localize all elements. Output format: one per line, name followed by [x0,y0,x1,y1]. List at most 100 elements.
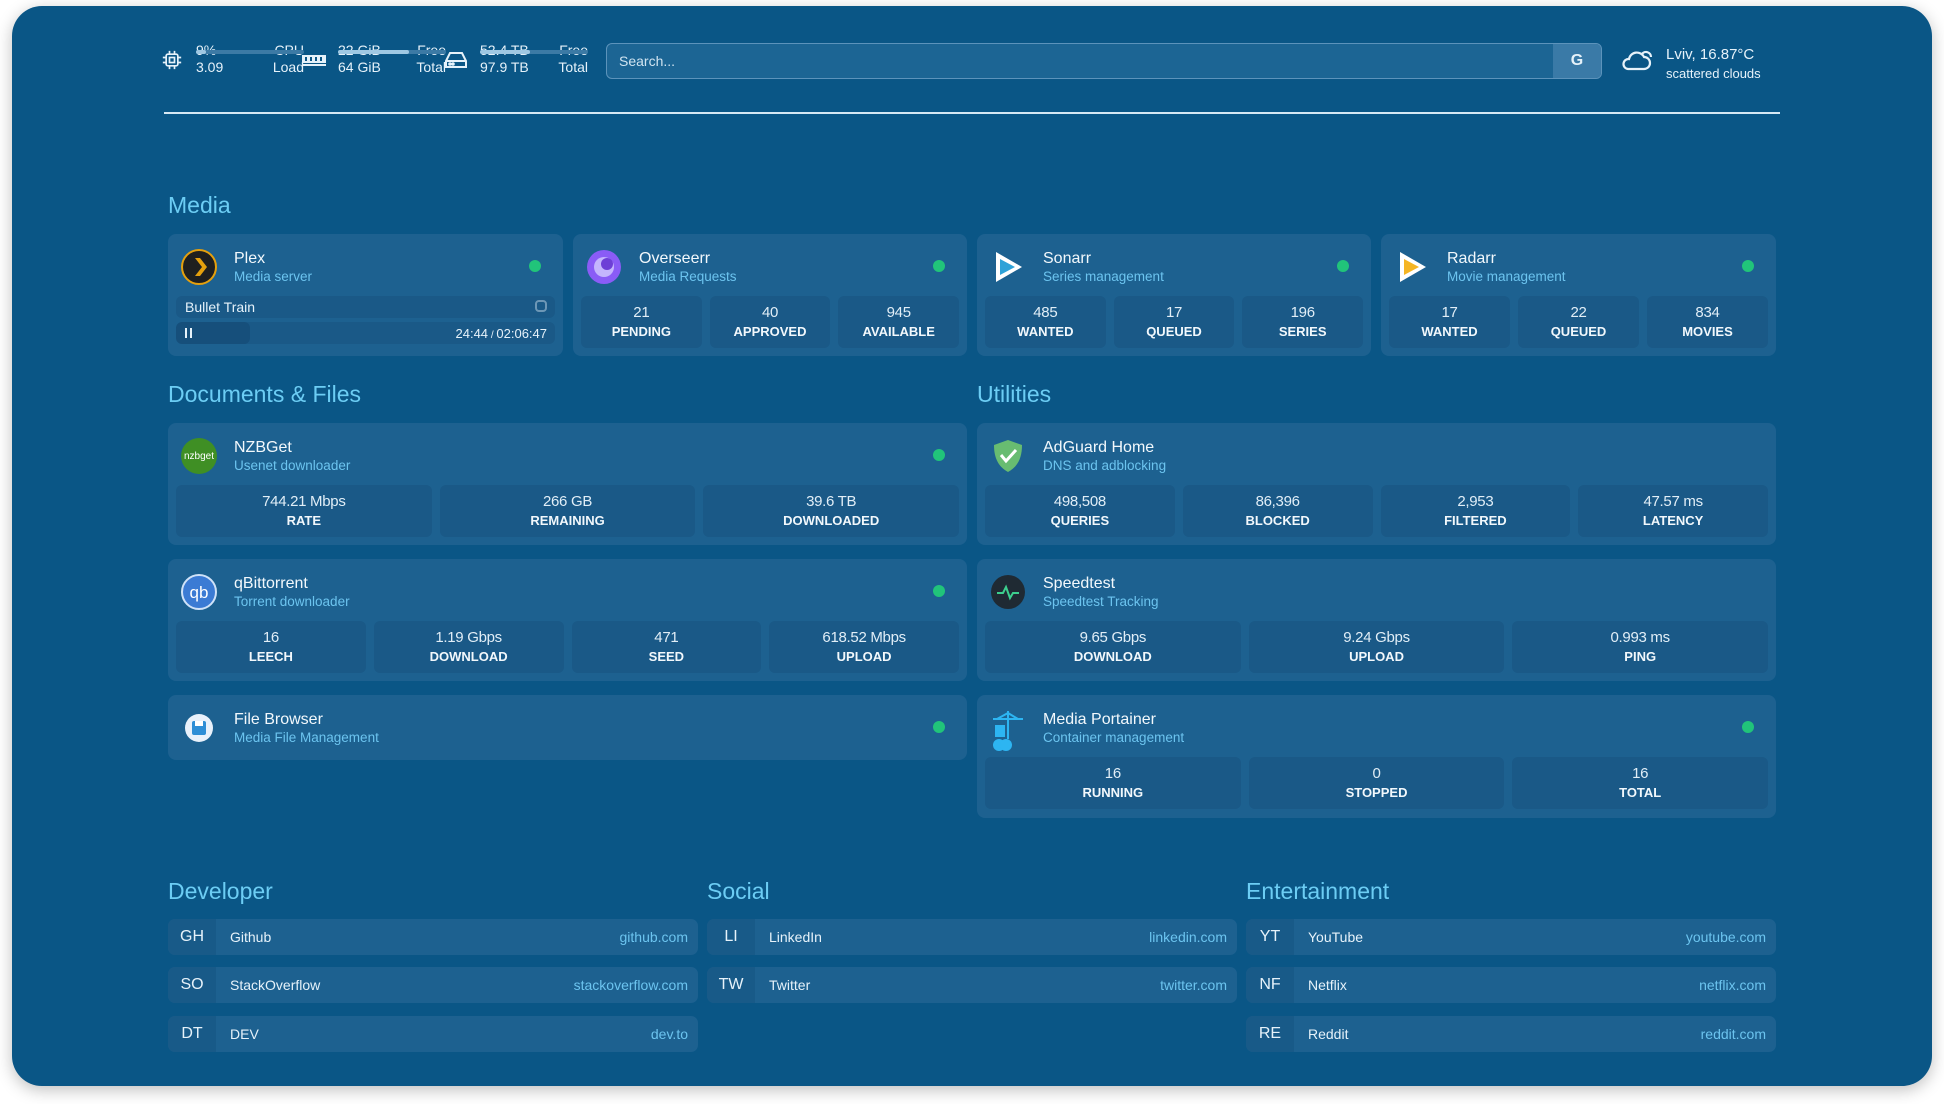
stat-value: 485 [1033,304,1058,321]
service-subtitle: Speedtest Tracking [1043,594,1159,609]
bookmark-url: dev.to [650,1026,688,1042]
stat-block: 1.19 Gbps DOWNLOAD [373,621,564,673]
search-box: G [606,43,1602,79]
service-card-nzbget[interactable]: nzbget NZBGet Usenet downloader 744.21 Mbps… [168,423,967,545]
bookmark-name: YouTube [1308,929,1364,945]
stat-label: DOWNLOAD [429,649,508,664]
stat-label: DOWNLOADED [783,513,880,528]
file-browser-icon [180,709,218,747]
status-indicator [933,585,945,597]
stats-row: 498,508 QUERIES 86,396 BLOCKED 2,953 FILTERED… [985,485,1768,537]
total-label: Total [416,59,446,75]
stat-value: 196 [1290,304,1315,321]
radarr-icon [1393,248,1431,286]
bookmark-abbr: LI [707,919,755,955]
bookmark-youtube[interactable]: YT YouTube youtube.com [1246,919,1776,955]
service-subtitle: Movie management [1447,269,1566,284]
stat-block: 16 RUNNING [985,757,1241,809]
stat-block: 9.24 Gbps UPLOAD [1248,621,1505,673]
qbittorrent-icon: qb [180,573,218,611]
service-card-sonarr[interactable]: Sonarr Series management 485 WANTED 17 QUEUED… [977,234,1371,356]
bookmark-name: DEV [230,1026,259,1042]
stat-block: 834 MOVIES [1647,296,1768,348]
service-subtitle: Torrent downloader [234,594,350,609]
stat-block: 39.6 TB DOWNLOADED [703,485,960,537]
plex-icon [180,248,218,286]
stat-value: 0 [1372,765,1381,782]
service-card-plex[interactable]: Plex Media server Bullet Train 24:44 / 02:0… [168,234,563,356]
stat-label: REMAINING [530,513,605,528]
section-title-social: Social [707,878,770,904]
stat-label: LEECH [248,649,293,664]
settings-icon[interactable] [535,300,547,312]
service-card-radarr[interactable]: Radarr Movie management 17 WANTED 22 QUEUED 83… [1381,234,1776,356]
stats-row: 17 WANTED 22 QUEUED 834 MOVIES [1389,296,1768,348]
stat-label: WANTED [1017,324,1074,339]
stat-label: SEED [648,649,685,664]
service-card-adguard[interactable]: AdGuard Home DNS and adblocking 498,508 QUE… [977,423,1776,545]
service-title: Radarr [1447,250,1496,267]
stat-block: 16 TOTAL [1512,757,1769,809]
stat-label: LATENCY [1642,513,1704,528]
service-title: Plex [234,250,266,267]
stat-block: 945 AVAILABLE [838,296,960,348]
stats-row: 744.21 Mbps RATE 266 GB REMAINING 39.6 TB DOW… [176,485,960,537]
svg-text:nzbget: nzbget [184,451,214,462]
search-input[interactable] [607,44,1547,78]
bookmark-github[interactable]: GH Github github.com [168,919,698,955]
status-indicator [933,721,945,733]
service-card-portainer[interactable]: Media Portainer Container management 16 RUN… [977,695,1776,818]
stat-label: PING [1624,649,1657,664]
service-card-filebrowser[interactable]: File Browser Media File Management [168,695,967,760]
stat-block: 2,953 FILTERED [1380,485,1571,537]
bookmark-url: reddit.com [1700,1026,1766,1042]
playback-progress-bar[interactable] [176,322,250,344]
stat-block: 196 SERIES [1242,296,1364,348]
section-title-entertainment: Entertainment [1246,878,1390,904]
stat-value: 16 [262,629,279,646]
service-subtitle: DNS and adblocking [1043,458,1167,473]
bookmark-stackoverflow[interactable]: SO StackOverflow stackoverflow.com [168,967,698,1003]
pause-icon[interactable] [185,328,192,338]
stats-row: 16 RUNNING 0 STOPPED 16 TOTAL [985,757,1769,809]
stat-block: 17 WANTED [1389,296,1510,348]
stat-value: 86,396 [1255,493,1300,510]
bookmark-twitter[interactable]: TW Twitter twitter.com [707,967,1237,1003]
stats-row: 9.65 Gbps DOWNLOAD 9.24 Gbps UPLOAD 0.993 ms… [985,621,1769,673]
bookmark-abbr: YT [1246,919,1294,955]
bookmark-linkedin[interactable]: LI LinkedIn linkedin.com [707,919,1237,955]
search-provider-button[interactable]: G [1553,44,1601,78]
stat-label: UPLOAD [836,649,892,664]
service-subtitle: Media server [234,269,313,284]
bookmark-url: netflix.com [1699,977,1766,993]
stat-value: 498,508 [1053,493,1106,510]
stat-value: 47.57 ms [1643,493,1703,510]
total-label: Total [558,59,588,75]
bookmark-url: github.com [619,929,688,945]
bookmark-dev[interactable]: DT DEV dev.to [168,1016,698,1052]
stat-label: STOPPED [1345,785,1408,800]
portainer-icon [989,709,1027,751]
stat-label: BLOCKED [1245,513,1310,528]
header-divider [164,112,1780,114]
adguard-shield-icon [989,437,1027,475]
sonarr-icon [989,248,1027,286]
stat-block: 40 APPROVED [709,296,831,348]
service-card-qbittorrent[interactable]: qb qBittorrent Torrent downloader 16 LEECH 1.… [168,559,967,681]
cpu-usage-bar [196,50,304,54]
status-indicator [1337,260,1349,272]
service-card-overseerr[interactable]: Overseerr Media Requests 21 PENDING 40 APPROV… [573,234,967,356]
service-card-speedtest[interactable]: Speedtest Speedtest Tracking 9.65 Gbps DOWN… [977,559,1776,681]
stat-label: QUERIES [1050,513,1110,528]
playback-time: 24:44 / 02:06:47 [456,326,548,341]
status-indicator [933,449,945,461]
bookmark-reddit[interactable]: RE Reddit reddit.com [1246,1016,1776,1052]
memory-total: 64 GiB [338,59,381,75]
stat-value: 9.24 Gbps [1343,629,1410,646]
bookmark-name: LinkedIn [769,929,822,945]
weather-location-temp: Lviv, 16.87°C [1666,46,1755,63]
bookmark-netflix[interactable]: NF Netflix netflix.com [1246,967,1776,1003]
load-label: Load [272,59,304,75]
memory-icon [302,55,326,66]
stat-label: AVAILABLE [862,324,935,339]
